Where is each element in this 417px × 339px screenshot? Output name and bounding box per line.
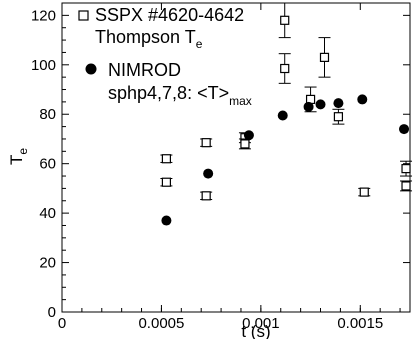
data-point-square [401,181,411,191]
data-point-square [161,177,171,187]
data-point-circle [399,124,410,135]
legend-entry-thompson-sub: e [196,37,203,51]
x-tick-label: 0.001 [242,315,280,332]
legend: SSPX #4620-4642 Thompson Te NIMROD sphp4… [78,5,252,108]
x-tick-label: 0.0015 [337,315,383,332]
plot-frame [61,2,411,313]
data-point-circle [161,215,172,226]
data-point-circle [277,110,288,121]
data-point-square [161,154,171,164]
data-point-square [201,138,211,148]
data-point-square [280,15,290,25]
data-point-circle [315,99,326,110]
y-tick-label: 100 [31,57,56,74]
data-point-circle [333,98,344,109]
y-tick-label: 120 [31,7,56,24]
x-tick-label: 0.0005 [138,315,184,332]
y-tick-label: 80 [39,106,56,123]
x-axis-label: t (s) [241,322,270,339]
legend-entry-thompson: Thompson Te [95,27,203,51]
data-point-square [401,164,411,174]
y-axis-label-main: T [7,155,26,165]
legend-entry-sspx: SSPX #4620-4642 [95,5,244,25]
legend-entry-sphp-sub: max [229,94,252,108]
y-tick-label: 40 [39,205,56,222]
data-point-square [319,52,330,62]
tick-labels: 0 0.0005 0.001 0.0015 0 20 40 60 80 100 120 [31,7,383,332]
legend-entry-thompson-main: Thompson T [95,27,196,47]
data-point-circle [303,101,314,112]
legend-marker-circle [85,63,97,75]
data-point-square [201,191,211,201]
data-point-circle [357,94,368,105]
legend-entry-sphp-main: sphp4,7,8: <T> [108,83,229,103]
legend-marker-square [78,10,89,21]
data-point-square [333,112,344,122]
data-point-square [359,187,369,197]
data-point-circle [243,130,254,141]
x-tick-label: 0 [58,315,66,332]
data-point-square [280,63,290,74]
y-axis-label-sub: e [16,148,30,155]
data-point-square [240,139,250,149]
legend-entry-sphp: sphp4,7,8: <T>max [108,83,252,108]
axis-ticks [61,3,410,313]
legend-entry-nimrod: NIMROD [108,60,181,80]
y-axis-label: Te [7,148,30,165]
y-tick-label: 0 [48,304,56,321]
y-tick-label: 20 [39,255,56,272]
y-tick-label: 60 [39,156,56,173]
data-point-circle [203,168,214,179]
